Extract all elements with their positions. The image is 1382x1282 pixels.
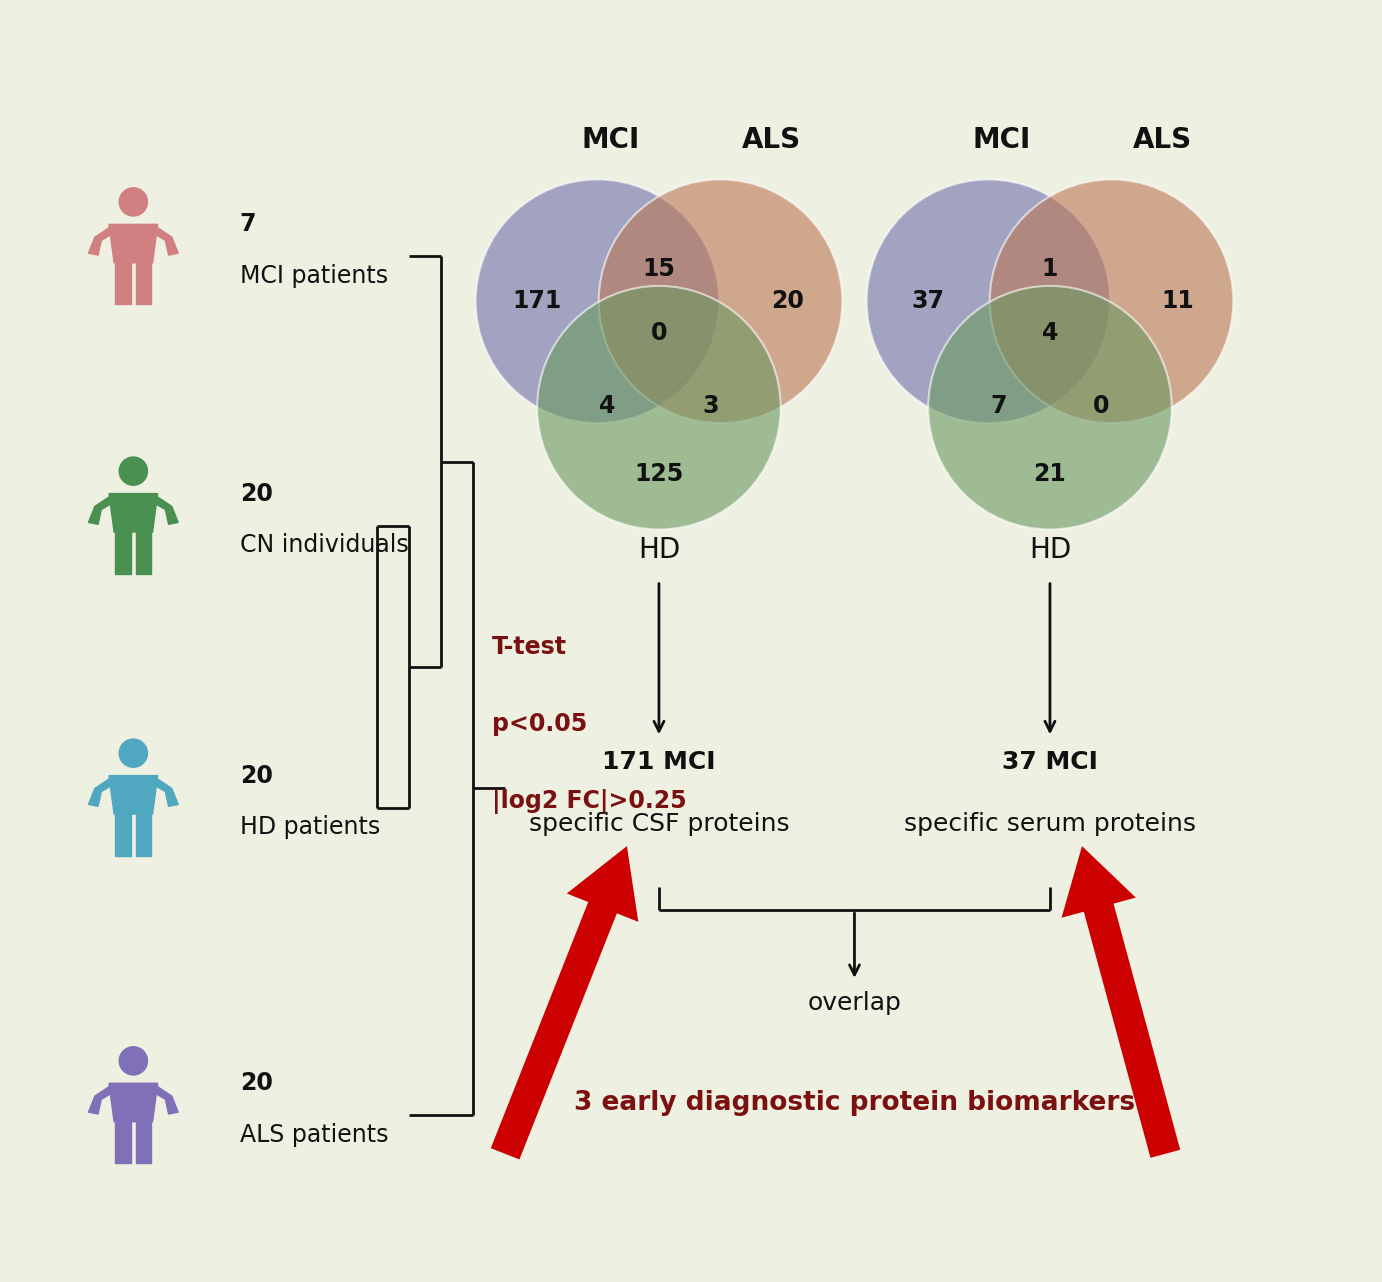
Polygon shape (88, 224, 115, 255)
Text: |log2 FC|>0.25: |log2 FC|>0.25 (492, 788, 687, 814)
Circle shape (990, 179, 1233, 423)
Text: 20: 20 (239, 764, 272, 787)
FancyArrow shape (1061, 846, 1180, 1158)
Polygon shape (151, 224, 178, 255)
Polygon shape (135, 813, 151, 856)
Text: MCI: MCI (972, 126, 1031, 154)
Text: 37: 37 (912, 290, 945, 313)
Polygon shape (88, 1083, 115, 1114)
Text: CN individuals: CN individuals (239, 533, 409, 556)
Polygon shape (151, 776, 178, 806)
Polygon shape (115, 531, 131, 574)
Circle shape (119, 188, 148, 217)
Text: 3: 3 (702, 395, 719, 418)
Polygon shape (151, 1083, 178, 1114)
Circle shape (475, 179, 719, 423)
Text: 37 MCI: 37 MCI (1002, 750, 1097, 774)
Text: 171: 171 (513, 290, 562, 313)
Text: 11: 11 (1162, 290, 1194, 313)
Polygon shape (109, 1083, 158, 1122)
Text: 0: 0 (1093, 395, 1110, 418)
Text: overlap: overlap (807, 991, 901, 1015)
Text: HD: HD (1028, 536, 1071, 564)
FancyArrow shape (491, 846, 638, 1159)
Circle shape (119, 738, 148, 767)
Text: 1: 1 (1042, 258, 1059, 281)
Text: 3 early diagnostic protein biomarkers: 3 early diagnostic protein biomarkers (574, 1090, 1135, 1115)
Polygon shape (115, 262, 131, 305)
Text: HD: HD (638, 536, 680, 564)
Text: 4: 4 (1042, 322, 1059, 345)
Text: ALS: ALS (1133, 126, 1193, 154)
Polygon shape (135, 531, 151, 574)
Polygon shape (88, 494, 115, 524)
Text: 171 MCI: 171 MCI (603, 750, 716, 774)
Polygon shape (115, 813, 131, 856)
Text: p<0.05: p<0.05 (492, 713, 587, 736)
Polygon shape (135, 262, 151, 305)
Polygon shape (109, 494, 158, 532)
Text: 7: 7 (991, 395, 1007, 418)
Circle shape (929, 286, 1172, 529)
Text: 4: 4 (600, 395, 616, 418)
Polygon shape (115, 1120, 131, 1164)
Circle shape (119, 458, 148, 486)
Circle shape (867, 179, 1110, 423)
Text: 20: 20 (771, 290, 803, 313)
Text: MCI: MCI (580, 126, 640, 154)
Text: 20: 20 (239, 1072, 272, 1095)
Text: 21: 21 (1034, 463, 1067, 486)
Text: T-test: T-test (492, 636, 567, 659)
Text: 0: 0 (651, 322, 668, 345)
Circle shape (538, 286, 781, 529)
Polygon shape (135, 1120, 151, 1164)
Polygon shape (109, 224, 158, 263)
Text: specific CSF proteins: specific CSF proteins (529, 812, 789, 836)
Text: 15: 15 (643, 258, 676, 281)
Circle shape (598, 179, 842, 423)
Text: HD patients: HD patients (239, 815, 380, 838)
Text: 7: 7 (239, 213, 256, 236)
Text: ALS patients: ALS patients (239, 1123, 388, 1146)
Polygon shape (88, 776, 115, 806)
Text: 20: 20 (239, 482, 272, 505)
Circle shape (119, 1046, 148, 1074)
Polygon shape (151, 494, 178, 524)
Polygon shape (109, 776, 158, 814)
Text: ALS: ALS (742, 126, 802, 154)
FancyBboxPatch shape (37, 0, 1345, 1282)
Text: specific serum proteins: specific serum proteins (904, 812, 1195, 836)
Text: MCI patients: MCI patients (239, 264, 388, 287)
Text: 125: 125 (634, 463, 684, 486)
